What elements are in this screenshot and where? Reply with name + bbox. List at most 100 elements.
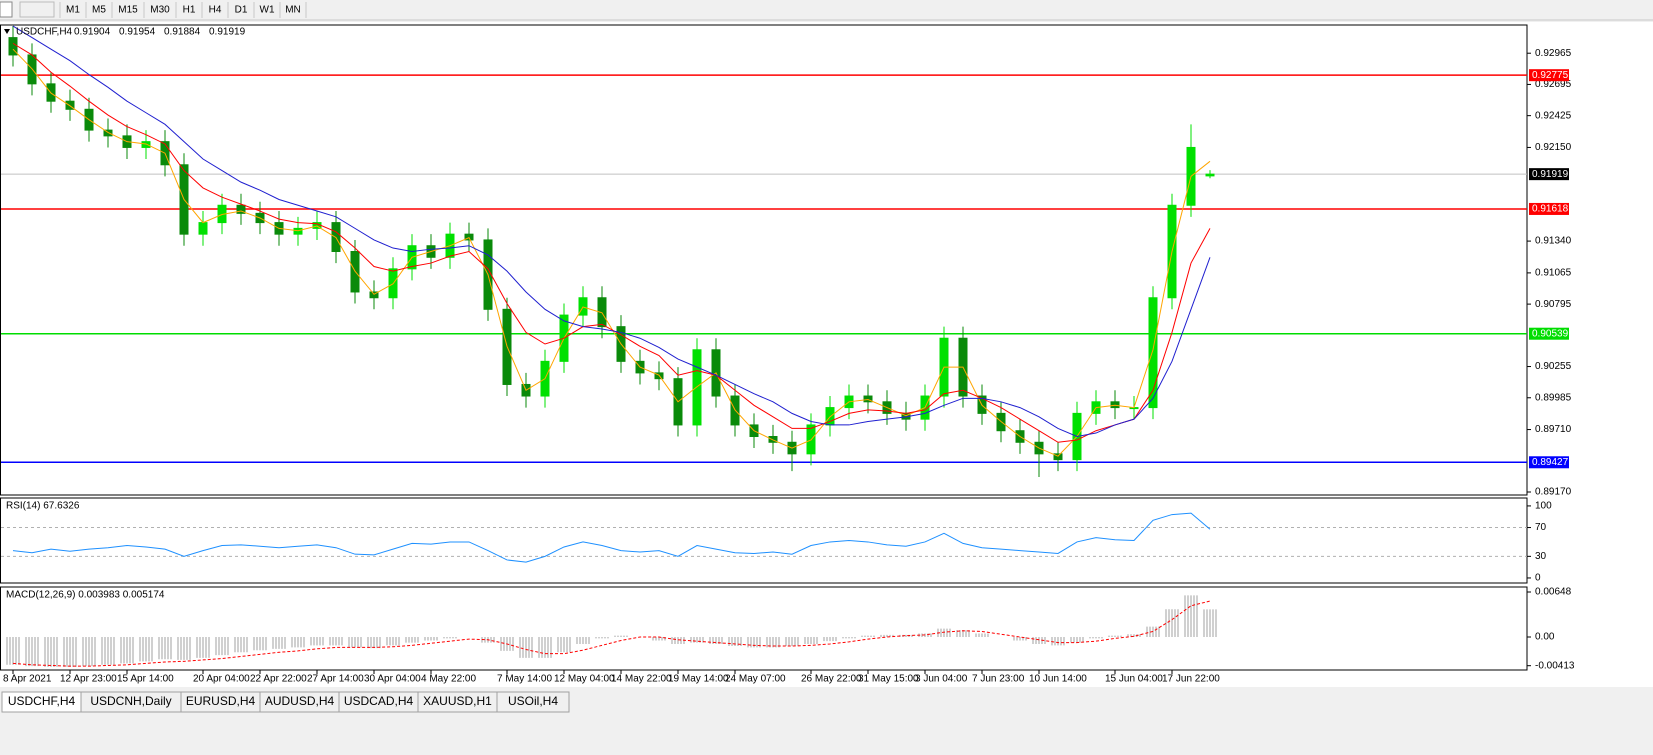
x-tick-label: 31 May 15:00 [858, 674, 919, 685]
level-price-label: 0.91618 [1532, 204, 1569, 215]
timeframe-button[interactable]: MN [285, 5, 301, 16]
tab-label[interactable]: USDCNH,Daily [90, 694, 171, 708]
panel-frame [0, 497, 1528, 584]
candle-body [1148, 297, 1158, 409]
x-tick-label: 27 Apr 14:00 [307, 674, 364, 685]
timeframe-button[interactable]: H1 [183, 5, 196, 16]
candle-body [141, 141, 151, 148]
toolbar-icon[interactable] [19, 1, 55, 18]
y-tick-label: 0.90795 [1535, 299, 1572, 310]
tab-label[interactable]: AUDUSD,H4 [265, 694, 335, 708]
timeframe-button[interactable]: M5 [92, 5, 106, 16]
level-price-label: 0.90539 [1532, 328, 1569, 339]
y-tick-label: -0.00413 [1535, 660, 1575, 671]
x-tick-label: 7 May 14:00 [497, 674, 552, 685]
x-tick-label: 12 Apr 23:00 [60, 674, 117, 685]
macd-signal [12, 600, 1211, 667]
x-tick-label: 20 Apr 04:00 [193, 674, 250, 685]
x-tick-label: 24 May 07:00 [725, 674, 786, 685]
candle-body [1110, 401, 1120, 409]
moving-average [12, 42, 1211, 443]
level-price-label: 0.92775 [1532, 70, 1569, 81]
level-price-label: 0.89427 [1532, 457, 1569, 468]
indicator-title: MACD(12,26,9) 0.003983 0.005174 [6, 590, 165, 601]
x-tick-label: 7 Jun 23:00 [972, 674, 1025, 685]
tab-label[interactable]: EURUSD,H4 [186, 694, 256, 708]
candle-body [198, 222, 208, 235]
x-tick-label: 15 Jun 04:00 [1105, 674, 1163, 685]
candle-body [863, 395, 873, 403]
y-tick-label: 0.91340 [1535, 236, 1572, 247]
x-tick-label: 17 Jun 22:00 [1162, 674, 1220, 685]
bid-price-box [1529, 168, 1569, 181]
y-tick-label: 70 [1535, 522, 1547, 533]
y-tick-label: 0.00648 [1535, 587, 1572, 598]
x-tick-label: 14 May 22:00 [611, 674, 672, 685]
timeframe-button[interactable]: M30 [150, 5, 170, 16]
chart-window [0, 22, 1653, 687]
timeframe-button[interactable]: D1 [235, 5, 248, 16]
tab-label[interactable]: USDCHF,H4 [8, 694, 76, 708]
candle-body [369, 291, 379, 299]
candle-body [236, 204, 246, 214]
panel-frame [0, 586, 1528, 671]
moving-average [12, 25, 1211, 438]
timeframe-button[interactable]: W1 [260, 5, 275, 16]
y-tick-label: 0.00 [1535, 632, 1555, 643]
y-tick-label: 0.89170 [1535, 487, 1572, 498]
ohlc-low: 0.91884 [164, 27, 201, 38]
tab[interactable] [496, 691, 570, 713]
x-tick-label: 22 Apr 22:00 [250, 674, 307, 685]
y-tick-label: 0.92695 [1535, 79, 1572, 90]
y-tick-label: 0.92425 [1535, 110, 1572, 121]
bid-price-label: 0.91919 [1532, 169, 1569, 180]
y-tick-label: 0.90255 [1535, 361, 1572, 372]
candle-body [464, 233, 474, 241]
x-tick-label: 12 May 04:00 [554, 674, 615, 685]
tab-label[interactable]: XAUUSD,H1 [423, 694, 492, 708]
ohlc-close: 0.91919 [209, 27, 246, 38]
x-tick-label: 4 May 22:00 [421, 674, 476, 685]
y-tick-label: 0.92965 [1535, 48, 1572, 59]
level-price-box [1529, 69, 1569, 82]
tab-label[interactable]: USOil,H4 [508, 694, 558, 708]
level-price-box [1529, 202, 1569, 215]
y-tick-label: 0.89985 [1535, 392, 1572, 403]
candle-body [597, 297, 607, 328]
level-price-box [1529, 456, 1569, 469]
level-price-box [1529, 327, 1569, 340]
toolbar-icon[interactable] [0, 1, 13, 18]
ohlc-open: 0.91904 [74, 27, 111, 38]
y-tick-label: 30 [1535, 551, 1547, 562]
collapse-icon [4, 29, 10, 34]
candle-body [1053, 453, 1063, 461]
y-tick-label: 0.92150 [1535, 142, 1572, 153]
timeframe-button[interactable]: M15 [118, 5, 138, 16]
candle-body [768, 435, 778, 443]
x-tick-label: 19 May 14:00 [668, 674, 729, 685]
chart-symbol: USDCHF,H4 [16, 27, 73, 38]
y-tick-label: 100 [1535, 501, 1552, 512]
candle-body [1205, 173, 1215, 177]
x-tick-label: 26 May 22:00 [801, 674, 862, 685]
toolbar [0, 0, 1653, 20]
y-tick-label: 0 [1535, 573, 1541, 584]
tab-label[interactable]: USDCAD,H4 [344, 694, 414, 708]
y-tick-label: 0.89710 [1535, 424, 1572, 435]
candle-body [578, 297, 588, 316]
rsi-line [12, 512, 1211, 563]
timeframe-button[interactable]: H4 [209, 5, 222, 16]
x-tick-label: 15 Apr 14:00 [117, 674, 174, 685]
x-tick-label: 3 Jun 04:00 [915, 674, 968, 685]
ohlc-high: 0.91954 [119, 27, 156, 38]
x-tick-label: 30 Apr 04:00 [364, 674, 421, 685]
moving-average [12, 48, 1211, 457]
timeframe-button[interactable]: M1 [66, 5, 80, 16]
indicator-title: RSI(14) 67.6326 [6, 501, 80, 512]
candle-body [293, 227, 303, 235]
y-tick-label: 0.91065 [1535, 268, 1572, 279]
candle-body [103, 129, 113, 137]
x-tick-label: 10 Jun 14:00 [1029, 674, 1087, 685]
